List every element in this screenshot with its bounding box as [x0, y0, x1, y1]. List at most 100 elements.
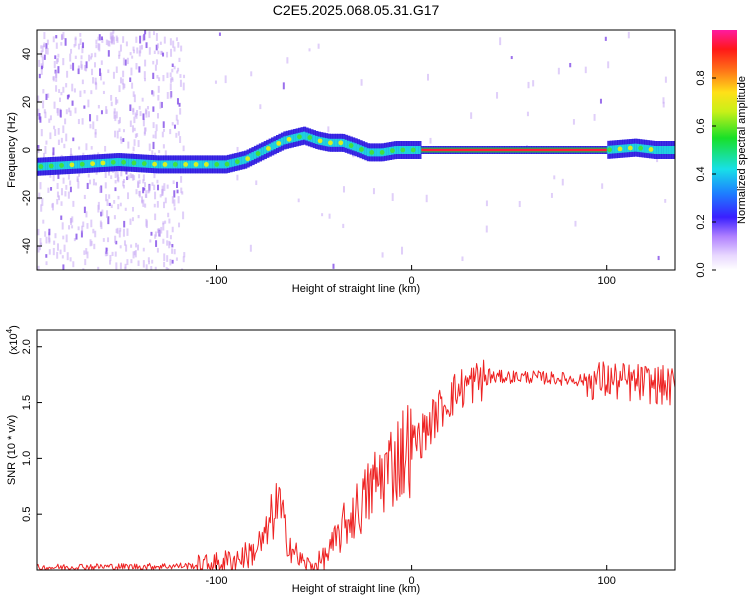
spectrogram-panel: -100 0 100 -40 -20 0 20 40 Height of straight … [6, 29, 676, 295]
noise-cell [107, 170, 110, 176]
noise-cell [145, 264, 148, 270]
noise-cell [131, 55, 134, 59]
noise-cell [135, 242, 138, 248]
noise-cell [106, 199, 109, 206]
noise-cell [144, 203, 147, 208]
ridge-core [168, 160, 172, 169]
noise-cell [56, 243, 59, 251]
noise-cell [62, 177, 65, 184]
noise-cell [342, 223, 345, 229]
noise-cell [107, 69, 110, 74]
noise-cell [126, 176, 129, 181]
noise-cell [60, 137, 63, 143]
noise-cell [119, 136, 122, 141]
noise-cell [142, 118, 145, 127]
noise-cell [82, 221, 85, 228]
noise-cell [84, 259, 87, 266]
noise-cell [65, 109, 68, 115]
noise-cell [182, 256, 185, 263]
noise-cell [102, 81, 105, 85]
noise-cell [171, 248, 174, 254]
noise-cell [162, 221, 165, 225]
noise-cell [94, 132, 97, 138]
noise-cell [593, 114, 596, 121]
noise-cell [150, 265, 153, 270]
ridge-peak-dot [245, 156, 251, 162]
noise-cell [90, 53, 93, 58]
noise-cell [45, 261, 48, 266]
colorbar-tick-label: 0.8 [695, 70, 707, 85]
noise-cell [177, 67, 180, 72]
noise-cell [61, 255, 64, 259]
noise-cell [85, 211, 88, 218]
noise-cell [98, 43, 101, 52]
svg-text:(x104): (x104) [5, 325, 20, 355]
noise-cell [154, 64, 157, 71]
ridge-core [354, 143, 358, 152]
noise-cell [73, 44, 76, 48]
noise-cell [62, 58, 65, 66]
noise-cell [171, 122, 174, 126]
noise-cell [662, 97, 665, 104]
noise-cell [102, 90, 105, 95]
noise-cell [142, 179, 145, 184]
noise-cell [156, 201, 159, 208]
noise-cell [72, 137, 75, 142]
noise-cell [599, 98, 602, 104]
noise-cell [171, 259, 174, 264]
noise-cell [133, 94, 136, 103]
noise-cell [37, 245, 40, 253]
noise-cell [94, 129, 97, 135]
noise-cell [80, 230, 83, 238]
noise-cell [155, 240, 158, 247]
noise-cell [470, 112, 473, 119]
noise-cell [122, 138, 125, 142]
ridge-core [190, 160, 194, 169]
ridge-core [334, 138, 339, 147]
noise-cell [327, 126, 330, 133]
noise-cell [154, 213, 157, 221]
ridge-peak-dot [317, 138, 323, 144]
noise-cell [86, 251, 89, 259]
noise-cell [43, 54, 46, 60]
noise-cell [116, 99, 119, 104]
noise-cell [113, 108, 116, 114]
noise-cell [111, 32, 114, 40]
ridge-core [305, 132, 309, 141]
noise-cell [139, 45, 142, 54]
noise-cell [183, 252, 186, 258]
noise-cell [155, 124, 158, 132]
ridge-peak-dot [214, 162, 220, 167]
ridge-core [253, 150, 258, 159]
noise-cell [167, 212, 170, 218]
noise-cell [532, 80, 535, 87]
snr-plot-area [37, 330, 675, 570]
noise-cell [86, 223, 89, 229]
noise-cell [106, 252, 109, 257]
ridge-peak-dot [141, 161, 147, 166]
ridge-core [219, 160, 223, 169]
noise-cell [147, 111, 150, 118]
noise-cell [149, 239, 152, 243]
ridge-peak-dot [265, 146, 271, 151]
ridge-core [42, 162, 47, 171]
noise-cell [101, 36, 104, 41]
noise-cell [67, 171, 70, 180]
noise-cell [68, 225, 71, 230]
noise-cell [177, 131, 180, 136]
noise-cell [55, 73, 58, 82]
noise-cell [63, 143, 66, 149]
ridge-core [229, 159, 233, 168]
noise-cell [176, 119, 179, 125]
noise-cell [171, 243, 174, 248]
noise-cell [169, 83, 172, 91]
ridge-core [271, 142, 275, 151]
noise-cell [179, 79, 182, 87]
noise-cell [157, 85, 160, 93]
noise-cell [163, 183, 166, 192]
noise-cell [37, 95, 40, 103]
noise-cell [58, 195, 61, 201]
ridge-core [364, 147, 368, 156]
noise-cell [129, 218, 132, 225]
noise-cell [125, 244, 128, 252]
